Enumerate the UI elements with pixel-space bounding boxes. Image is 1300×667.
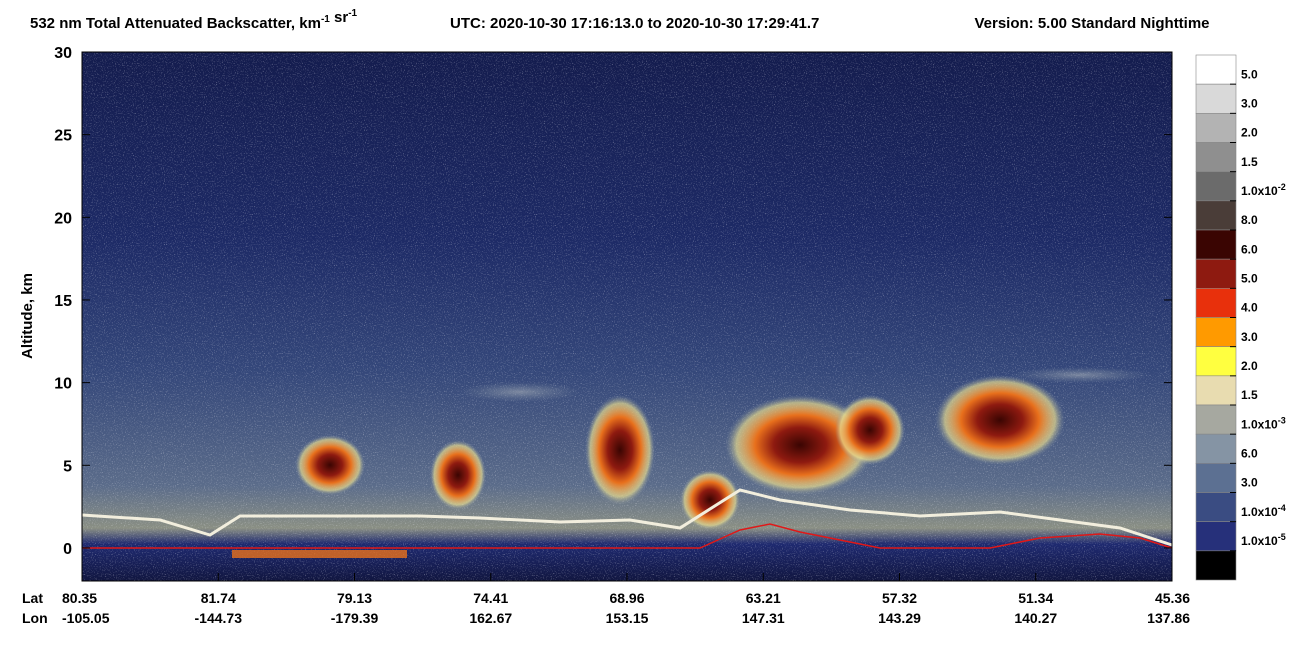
colorbar-label: 3.0 [1241,330,1258,344]
lat-label: 81.74 [201,590,236,606]
colorbar-swatch [1195,550,1237,581]
y-tick-label: 10 [54,376,72,393]
colorbar-label-base: 1.0x10 [1241,184,1278,198]
row-label: Lon [22,610,48,626]
lon-label: -144.73 [195,610,243,626]
lon-label: -179.39 [331,610,379,626]
lat-label: 68.96 [609,590,644,606]
colorbar-swatch [1195,346,1237,377]
colorbar-label: 5.0 [1241,67,1258,81]
colorbar-swatch [1195,200,1237,231]
lon-label: 140.27 [1014,610,1057,626]
lon-label: 162.67 [469,610,512,626]
colorbar-swatch [1195,83,1237,114]
title-part: sr [330,9,349,26]
y-tick-label: 30 [54,45,72,62]
colorbar-swatch [1195,375,1237,406]
lon-label: -105.05 [62,610,110,626]
colorbar-label-base: 1.0x10 [1241,505,1278,519]
lon-label: 147.31 [742,610,785,626]
colorbar-swatch [1195,492,1237,522]
colorbar-label-exp: -4 [1278,503,1286,513]
colorbar-swatch [1195,404,1237,435]
colorbar-label: 1.5 [1241,388,1258,402]
colorbar-label: 2.0 [1241,359,1258,373]
colorbar-swatch [1195,288,1237,318]
y-tick-label: 20 [54,210,72,227]
colorbar-label: 5.0 [1241,272,1258,286]
colorbar-swatch [1195,258,1237,289]
colorbar-swatch [1195,433,1237,464]
y-tick-label: 0 [63,541,72,558]
lat-label: 79.13 [337,590,372,606]
colorbar-label: 1.0x10-3 [1241,415,1286,431]
colorbar-label: 1.0x10-4 [1241,503,1286,519]
colorbar-label: 4.0 [1241,301,1258,315]
y-tick-label: 15 [54,293,72,310]
colorbar-swatch [1195,229,1237,260]
colorbar-label: 1.5 [1241,155,1258,169]
colorbar-label-exp: -2 [1278,182,1286,192]
y-tick-label: 25 [54,128,72,145]
y-axis-label: Altitude, km [19,273,36,359]
lon-label: 143.29 [878,610,921,626]
title-sup: -1 [321,14,330,25]
version: Version: 5.00 Standard Nighttime [974,15,1209,32]
colorbar-swatch [1195,113,1237,143]
colorbar-swatch [1195,463,1237,493]
chart-title: 532 nm Total Attenuated Backscatter, km-… [30,8,358,32]
title-part: 532 nm Total Attenuated Backscatter, km [30,15,321,32]
y-tick-label: 5 [63,458,72,475]
lat-label: 45.36 [1155,590,1190,606]
backscatter-image [81,52,1173,581]
colorbar-swatch [1195,142,1237,172]
time-range: UTC: 2020-10-30 17:16:13.0 to 2020-10-30… [450,15,819,32]
row-label: Lat [22,590,43,606]
colorbar-swatch [1195,54,1237,85]
colorbar-label-base: 1.0x10 [1241,417,1278,431]
colorbar-swatch [1195,171,1237,202]
colorbar-label: 1.0x10-5 [1241,532,1286,548]
lat-label: 51.34 [1018,590,1053,606]
colorbar-label-exp: -3 [1278,415,1286,425]
colorbar-swatch [1195,521,1237,552]
colorbar-label: 3.0 [1241,97,1258,111]
lat-label: 74.41 [473,590,508,606]
lon-label: 137.86 [1147,610,1190,626]
lat-label: 63.21 [746,590,781,606]
colorbar-label: 2.0 [1241,126,1258,140]
colorbar-label: 3.0 [1241,476,1258,490]
lat-label: 80.35 [62,590,97,606]
colorbar-swatch [1195,317,1237,347]
colorbar-label: 6.0 [1241,447,1258,461]
colorbar-label: 6.0 [1241,242,1258,256]
title-sup: -1 [348,8,357,19]
colorbar-label: 1.0x10-2 [1241,182,1286,198]
colorbar-label-exp: -5 [1278,532,1286,542]
lon-label: 153.15 [606,610,649,626]
colorbar-label: 8.0 [1241,213,1258,227]
lat-label: 57.32 [882,590,917,606]
colorbar-label-base: 1.0x10 [1241,534,1278,548]
